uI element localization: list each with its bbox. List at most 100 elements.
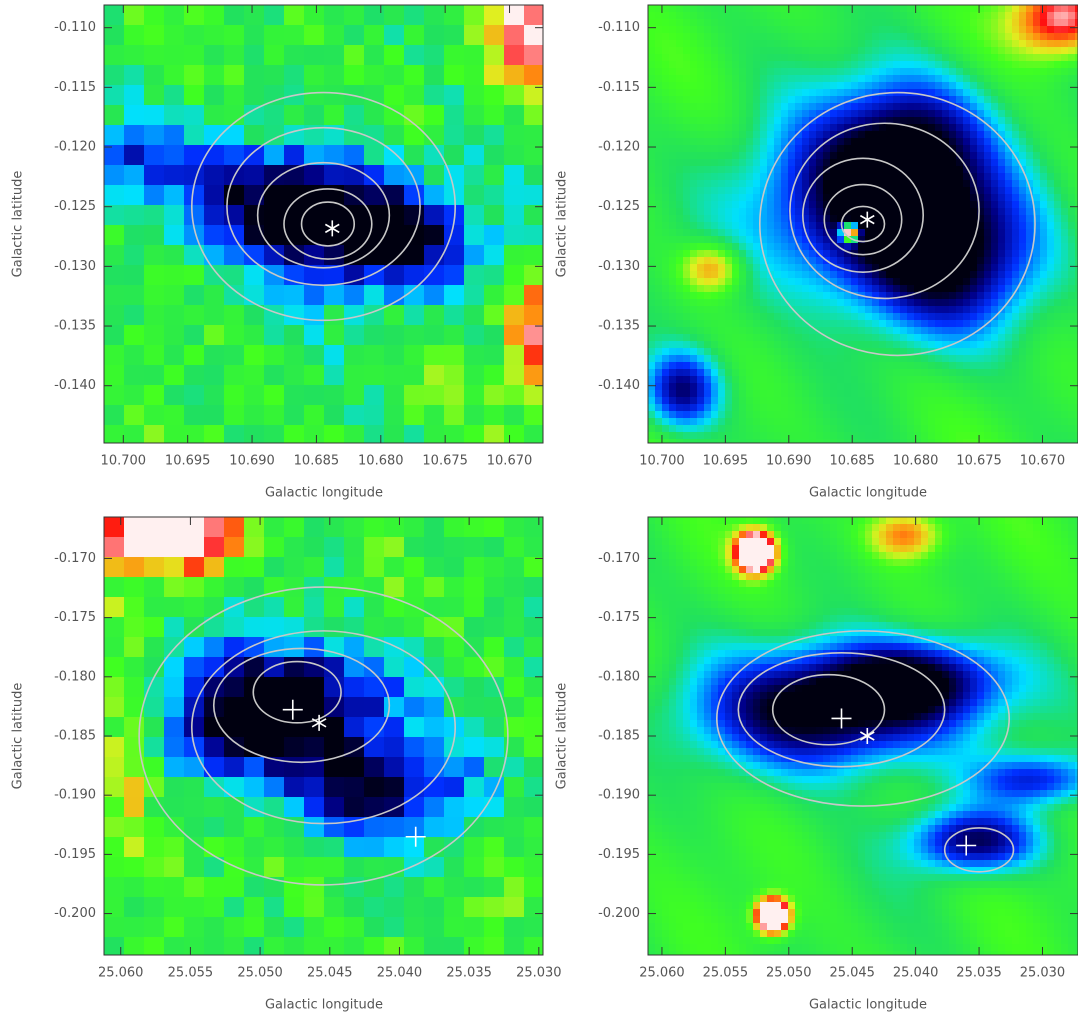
- image-pixel: [1054, 159, 1062, 167]
- image-pixel: [676, 103, 684, 111]
- image-pixel: [886, 33, 894, 41]
- image-pixel: [823, 96, 831, 104]
- image-pixel: [1026, 47, 1034, 55]
- image-pixel: [1054, 138, 1062, 146]
- image-pixel: [802, 40, 810, 48]
- contour: [283, 188, 373, 260]
- image-pixel: [1005, 411, 1013, 419]
- image-pixel: [844, 292, 852, 300]
- image-pixel: [739, 229, 747, 237]
- image-pixel: [704, 145, 712, 153]
- image-pixel: [921, 89, 929, 97]
- image-pixel: [697, 299, 705, 307]
- image-pixel: [1075, 411, 1078, 419]
- image-pixel: [998, 194, 1006, 202]
- image-pixel: [1012, 411, 1020, 419]
- image-pixel: [753, 292, 761, 300]
- image-pixel: [893, 33, 901, 41]
- image-pixel: [767, 103, 775, 111]
- image-pixel: [669, 194, 677, 202]
- image-pixel: [865, 68, 873, 76]
- image-pixel: [648, 194, 656, 202]
- image-pixel: [921, 306, 929, 314]
- image-pixel: [284, 65, 305, 86]
- image-pixel: [753, 411, 761, 419]
- image-pixel: [1005, 124, 1013, 132]
- image-pixel: [753, 278, 761, 286]
- image-pixel: [648, 411, 656, 419]
- image-pixel: [1005, 383, 1013, 391]
- image-pixel: [739, 439, 747, 443]
- image-pixel: [739, 362, 747, 370]
- image-pixel: [364, 837, 385, 858]
- image-pixel: [1054, 264, 1062, 272]
- image-pixel: [879, 355, 887, 363]
- image-pixel: [795, 145, 803, 153]
- image-pixel: [781, 19, 789, 27]
- image-pixel: [921, 173, 929, 181]
- image-pixel: [504, 937, 525, 955]
- image-pixel: [781, 117, 789, 125]
- image-pixel: [1054, 26, 1062, 34]
- image-pixel: [364, 405, 385, 426]
- image-pixel: [991, 194, 999, 202]
- image-pixel: [844, 369, 852, 377]
- image-pixel: [781, 383, 789, 391]
- image-pixel: [690, 103, 698, 111]
- image-pixel: [224, 577, 245, 598]
- image-pixel: [669, 159, 677, 167]
- image-pixel: [760, 96, 768, 104]
- image-pixel: [1019, 397, 1027, 405]
- image-pixel: [879, 369, 887, 377]
- image-pixel: [886, 166, 894, 174]
- image-pixel: [893, 236, 901, 244]
- image-pixel: [524, 25, 543, 46]
- image-pixel: [1019, 369, 1027, 377]
- image-pixel: [893, 61, 901, 69]
- image-pixel: [484, 105, 505, 126]
- image-pixel: [753, 355, 761, 363]
- image-pixel: [886, 376, 894, 384]
- image-pixel: [942, 47, 950, 55]
- image-pixel: [865, 117, 873, 125]
- image-pixel: [104, 425, 125, 443]
- image-pixel: [725, 12, 733, 20]
- image-pixel: [244, 797, 265, 818]
- image-pixel: [998, 229, 1006, 237]
- image-pixel: [1026, 103, 1034, 111]
- image-pixel: [984, 124, 992, 132]
- image-pixel: [942, 145, 950, 153]
- image-pixel: [718, 5, 726, 13]
- image-pixel: [662, 138, 670, 146]
- image-pixel: [816, 5, 824, 13]
- image-pixel: [760, 369, 768, 377]
- image-pixel: [1068, 229, 1076, 237]
- image-pixel: [324, 285, 345, 306]
- image-pixel: [524, 897, 543, 918]
- image-pixel: [404, 85, 425, 106]
- image-pixel: [816, 61, 824, 69]
- image-pixel: [809, 145, 817, 153]
- image-pixel: [991, 327, 999, 335]
- image-pixel: [676, 250, 684, 258]
- image-pixel: [1005, 19, 1013, 27]
- image-pixel: [998, 159, 1006, 167]
- image-pixel: [774, 208, 782, 216]
- image-pixel: [484, 405, 505, 426]
- image-pixel: [364, 777, 385, 798]
- image-pixel: [444, 737, 465, 758]
- image-pixel: [837, 152, 845, 160]
- image-pixel: [795, 12, 803, 20]
- image-pixel: [364, 637, 385, 658]
- image-pixel: [1019, 194, 1027, 202]
- image-pixel: [921, 124, 929, 132]
- image-pixel: [725, 355, 733, 363]
- image-pixel: [858, 187, 866, 195]
- image-pixel: [725, 264, 733, 272]
- image-pixel: [774, 47, 782, 55]
- image-pixel: [949, 75, 957, 83]
- image-pixel: [304, 677, 325, 698]
- image-pixel: [662, 271, 670, 279]
- image-pixel: [1054, 166, 1062, 174]
- image: [104, 5, 543, 443]
